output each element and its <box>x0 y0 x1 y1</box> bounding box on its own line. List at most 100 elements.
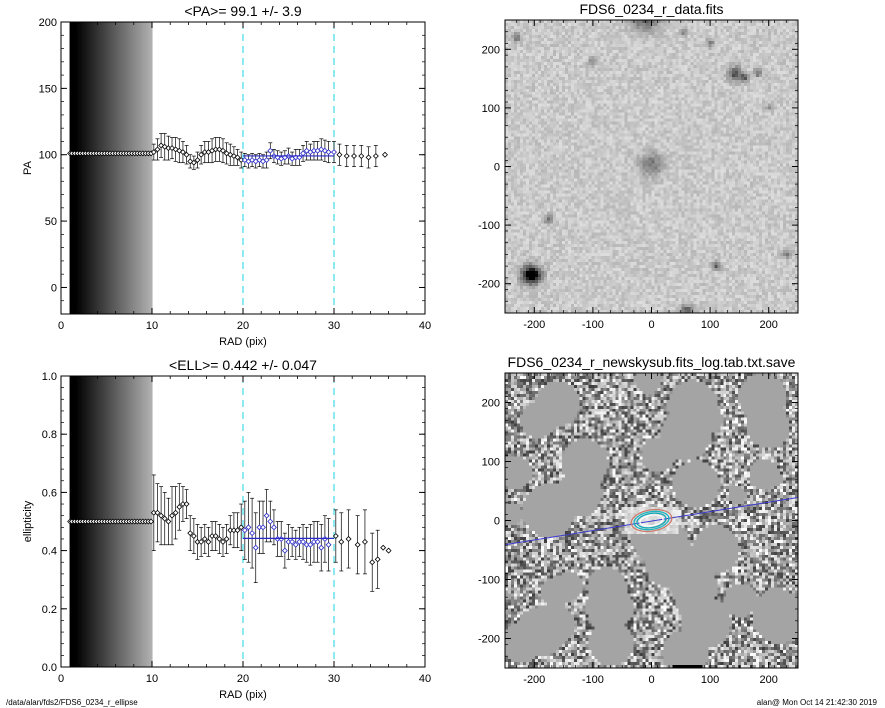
x-tick-label: 0 <box>648 319 654 331</box>
data-point <box>256 157 263 164</box>
plot-title: <ELL>= 0.442 +/- 0.047 <box>169 357 317 373</box>
data-point <box>223 535 230 542</box>
y-tick-label: 50 <box>45 216 57 228</box>
data-point <box>354 541 361 548</box>
data-point <box>380 544 387 551</box>
data-point <box>263 512 270 519</box>
x-tick-label: 20 <box>237 320 249 332</box>
footer-timestamp: alan@ Mon Oct 14 21:42:30 2019 <box>756 698 877 707</box>
image-title: FDS6_0234_r_newskysub.fits_log.tab.txt.s… <box>508 354 796 370</box>
data-point <box>270 524 277 531</box>
data-point <box>227 151 234 158</box>
data-point <box>212 533 219 540</box>
y-tick-label: 1.0 <box>42 371 57 383</box>
data-point <box>351 153 357 160</box>
x-tick-label: 0 <box>58 320 64 332</box>
profile-plot-1: 0 10 20 30 40 0.0 0.2 0.4 0.6 0.8 1.0 <ELL>= 0.442 … <box>22 357 431 701</box>
x-axis-label: RAD (pix) <box>219 336 267 348</box>
y-tick-label: -200 <box>478 634 500 646</box>
data-point <box>154 509 161 516</box>
data-point <box>369 559 376 566</box>
y-tick-label: 100 <box>482 103 500 115</box>
x-tick-label: 200 <box>760 319 778 331</box>
data-point <box>365 154 372 161</box>
data-point <box>249 530 256 537</box>
y-tick-label: 0 <box>494 516 500 528</box>
sky-subtracted-image <box>505 373 798 668</box>
data-point <box>148 518 155 525</box>
data-point <box>158 512 165 519</box>
image-panel-0: -200 -100 0 100 200 -200 -100 0 100 200 FDS6_0234_… <box>478 1 799 331</box>
data-point <box>190 533 197 540</box>
data-point <box>176 503 183 510</box>
data-point <box>245 524 252 531</box>
x-tick-label: 30 <box>328 673 340 685</box>
data-point <box>281 547 288 554</box>
data-point <box>216 535 223 542</box>
data-point <box>332 533 339 540</box>
data-point <box>292 541 299 548</box>
y-tick-label: 200 <box>482 398 500 410</box>
data-point <box>150 149 157 156</box>
data-point <box>331 149 337 156</box>
y-tick-label: -200 <box>478 279 500 291</box>
isophote-ellipse <box>630 508 673 533</box>
data-point <box>336 151 343 158</box>
x-tick-label: 100 <box>701 319 719 331</box>
y-axis-label: ellipticity <box>22 500 34 542</box>
x-tick-label: 10 <box>146 673 158 685</box>
data-point <box>263 157 270 164</box>
data-point <box>154 146 161 153</box>
x-tick-label: 40 <box>419 673 431 685</box>
data-point <box>176 147 183 154</box>
data-point <box>161 515 168 522</box>
y-tick-label: 0.6 <box>42 487 57 499</box>
y-tick-label: 0.4 <box>42 546 57 558</box>
data-point <box>201 535 208 542</box>
data-point <box>343 153 350 160</box>
data-point <box>289 538 296 545</box>
y-tick-label: 100 <box>482 457 500 469</box>
data-point <box>358 153 365 160</box>
data-point <box>267 147 274 154</box>
data-point <box>314 538 321 545</box>
y-tick-label: 200 <box>482 44 500 56</box>
data-point <box>252 544 259 551</box>
data-image <box>505 20 798 313</box>
data-point <box>267 518 274 525</box>
y-tick-label: 100 <box>39 150 57 162</box>
data-point <box>241 157 248 164</box>
x-tick-label: 100 <box>701 674 719 686</box>
y-tick-label: 200 <box>39 17 57 29</box>
data-point <box>338 538 345 545</box>
y-tick-label: -100 <box>478 575 500 587</box>
data-point <box>238 524 245 531</box>
data-point <box>172 509 179 516</box>
x-tick-label: -200 <box>523 319 545 331</box>
y-tick-label: 150 <box>39 83 57 95</box>
data-point <box>318 544 325 551</box>
plot-title: <PA>= 99.1 +/- 3.9 <box>184 3 301 19</box>
data-point <box>169 512 175 519</box>
y-tick-label: 0 <box>494 162 500 174</box>
x-tick-label: 30 <box>328 320 340 332</box>
x-tick-label: -100 <box>582 319 604 331</box>
data-point <box>300 538 307 545</box>
image-panel-1: -200 -100 0 100 200 -200 -100 0 100 200 FDS6_0234_… <box>478 354 799 686</box>
y-tick-label: -100 <box>478 220 500 232</box>
data-point <box>241 527 248 534</box>
data-point <box>385 547 392 554</box>
data-point <box>345 535 352 542</box>
data-point <box>361 538 368 545</box>
y-axis-label: PA <box>22 160 34 175</box>
x-tick-label: 20 <box>237 673 249 685</box>
y-tick-label: 0.2 <box>42 604 57 616</box>
isophote-ellipse <box>636 512 667 529</box>
data-point <box>179 149 186 156</box>
x-tick-label: 200 <box>760 674 778 686</box>
data-point <box>205 538 212 545</box>
x-tick-label: 40 <box>419 320 431 332</box>
data-point <box>325 541 332 548</box>
profile-plot-0: 0 10 20 30 40 0 50 100 150 200 <PA>= 99.1 +/- 3.9 R… <box>22 3 431 348</box>
data-point <box>234 527 241 534</box>
